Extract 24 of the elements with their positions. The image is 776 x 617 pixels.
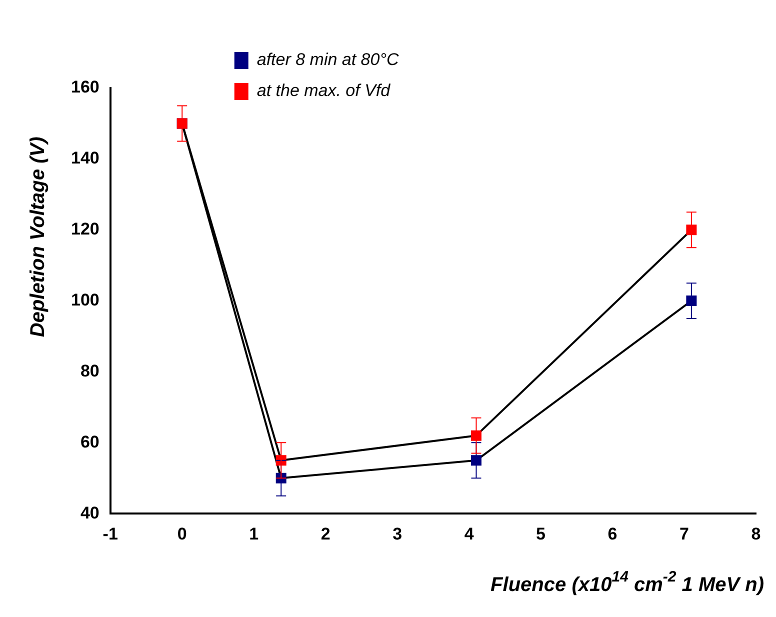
point	[470, 430, 482, 441]
x-tick-label: 6	[608, 524, 618, 544]
x-tick-label: 0	[177, 524, 187, 544]
y-tick-label: 120	[70, 220, 100, 239]
x-tick-label: -1	[102, 524, 118, 544]
legend-label: after 8 min at 80°C	[256, 50, 400, 70]
point	[686, 224, 697, 236]
x-tick-label: 3	[392, 524, 402, 544]
y-tick-label: 40	[80, 503, 100, 522]
x-tick-label: 1	[249, 524, 259, 544]
y-tick-label: 60	[80, 432, 100, 452]
point	[686, 296, 697, 306]
x-tick-label: 8	[751, 524, 761, 544]
y-tick-label: 160	[70, 78, 100, 97]
x-tick-label: 2	[320, 524, 330, 544]
y-tick-label: 80	[80, 361, 100, 380]
y-tick-label: 140	[70, 148, 100, 168]
legend-label: at the max. of Vfd	[256, 81, 391, 100]
x-tick-label: 4	[464, 524, 474, 544]
x-tick-label: 7	[680, 524, 689, 544]
y-tick-label: 100	[70, 290, 100, 310]
point	[470, 455, 482, 466]
y-axis-title: Depletion Voltage (V)	[26, 136, 49, 338]
x-tick-label: 5	[536, 524, 546, 544]
